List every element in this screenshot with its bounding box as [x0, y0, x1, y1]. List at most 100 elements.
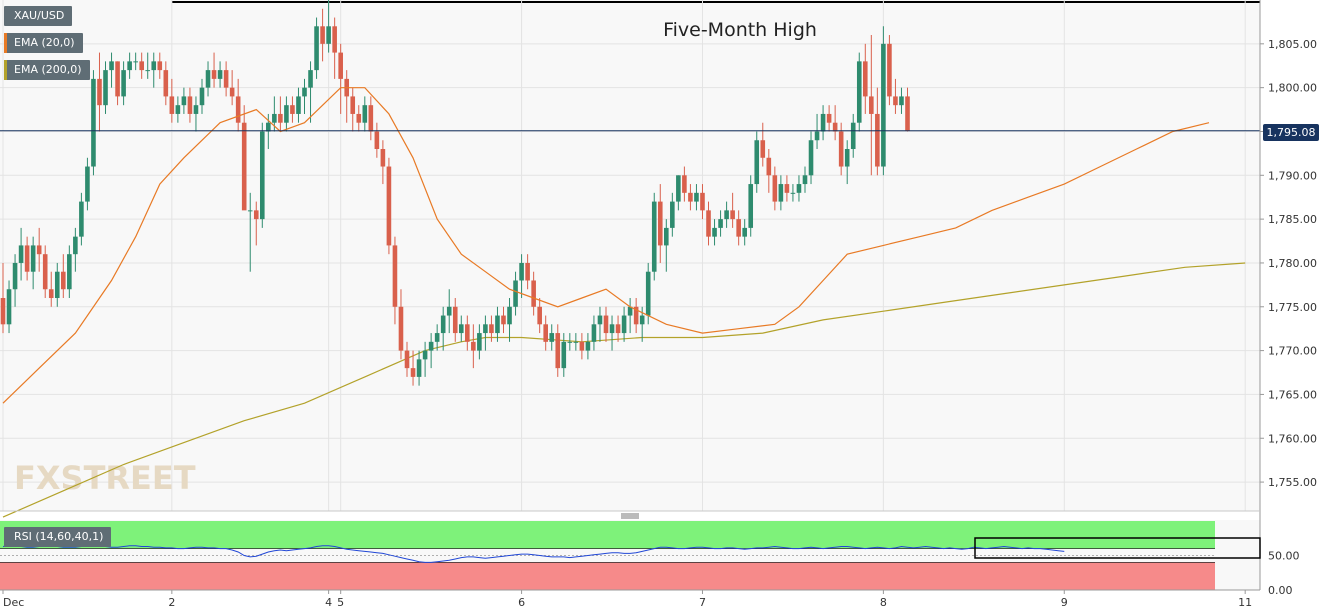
y-tick-label: 1,765.00 [1268, 388, 1317, 401]
candle-body [670, 201, 675, 228]
x-tick-label: 4 [325, 596, 332, 609]
candle-body [875, 113, 880, 167]
candle-body [452, 306, 458, 334]
rsi-pane: 50.00 0.00 [0, 521, 1300, 597]
candle-body [320, 26, 325, 44]
candle-body [362, 105, 368, 123]
candle-body [410, 368, 416, 377]
candle-body [109, 61, 114, 71]
candle-body [603, 315, 609, 334]
rsi-label: RSI (14,60,40,1) [14, 530, 104, 543]
candle-body [790, 192, 796, 194]
candle-body [386, 166, 392, 246]
y-axis-ticks: 1,805.001,800.001,795.001,790.001,785.00… [1260, 38, 1317, 489]
candle-body [796, 184, 802, 193]
candle-body [651, 201, 657, 272]
candle-body [85, 166, 90, 202]
candle-body [495, 315, 500, 334]
candle-body [79, 201, 84, 237]
candle-body [157, 61, 163, 71]
candle-body [838, 131, 844, 167]
candle-body [814, 131, 820, 141]
candle-body [525, 262, 530, 281]
candle-body [302, 87, 307, 97]
candle-body [404, 350, 410, 369]
candle-body [712, 227, 717, 237]
watermark: FXSTREET [14, 459, 196, 497]
candle-body [259, 131, 265, 220]
candle-body [724, 210, 729, 220]
candle-body [657, 201, 663, 246]
candle-body [284, 105, 289, 123]
candle-body [48, 289, 54, 299]
candle-body [881, 43, 886, 167]
candle-body [579, 341, 585, 351]
candle-body [639, 315, 645, 325]
candle-body [0, 298, 6, 325]
rsi-legend[interactable]: RSI (14,60,40,1) [4, 527, 112, 547]
symbol-legend[interactable]: XAU/USD [4, 6, 73, 26]
candle-body [440, 315, 446, 334]
y-tick-label: 1,770.00 [1268, 345, 1317, 358]
ema20-line [2, 87, 1210, 404]
candle-body [471, 341, 476, 351]
candle-body [187, 96, 193, 114]
candle-body [682, 175, 687, 193]
x-tick-label: 7 [699, 596, 706, 609]
candle-body [820, 113, 826, 132]
candle-body [398, 306, 404, 351]
candle-body [18, 245, 24, 263]
candle-body [802, 175, 808, 185]
candle-body [537, 306, 542, 325]
candle-body [808, 140, 814, 176]
candle-body [706, 210, 711, 237]
candle-body [290, 105, 295, 114]
ema20-legend[interactable]: EMA (20,0) [4, 33, 83, 53]
candle-body [380, 149, 386, 167]
candle-body [133, 61, 138, 63]
candle-body [561, 341, 567, 369]
candle-body [374, 131, 380, 150]
rsi-overbought-zone [0, 521, 1215, 549]
candle-body [356, 113, 362, 123]
y-tick-label: 1,775.00 [1268, 301, 1317, 314]
chart-title: Five-Month High [663, 19, 817, 41]
candle-body [664, 227, 669, 246]
candle-body [308, 70, 313, 88]
candle-body [489, 324, 494, 334]
candle-body [615, 324, 621, 334]
ema20-series [2, 87, 1210, 404]
candle-body [332, 26, 337, 53]
candle-body [151, 61, 157, 71]
candle-body [446, 306, 452, 316]
candle-body [826, 113, 832, 123]
candle-body [543, 324, 548, 342]
candle-body [217, 70, 223, 79]
candle-body [477, 333, 482, 351]
candle-body [694, 192, 699, 202]
candle-body [507, 306, 512, 325]
candle-body [42, 254, 48, 290]
y-tick-label: 1,800.00 [1268, 82, 1317, 95]
y-tick-label: 1,785.00 [1268, 213, 1317, 226]
candle-body [103, 70, 108, 106]
candle-body [241, 122, 247, 211]
ema20-label: EMA (20,0) [14, 36, 75, 49]
candle-body [513, 280, 518, 307]
x-tick-label: 8 [880, 596, 887, 609]
pane-resize-handle[interactable] [621, 513, 639, 519]
ema200-legend[interactable]: EMA (200,0) [4, 60, 90, 80]
candle-body [326, 26, 331, 44]
candle-body [688, 192, 693, 202]
rsi-line [2, 544, 1065, 563]
y-tick-label: 1,790.00 [1268, 169, 1317, 182]
main-plot-background [0, 0, 1260, 511]
candle-body [6, 289, 12, 325]
candle-body [12, 262, 18, 290]
candle-body [676, 175, 681, 202]
candle-body [97, 78, 102, 106]
x-axis-ticks: Dec 2 4 5 6 7 8 9 11 [2, 590, 1252, 609]
candle-body [145, 70, 151, 72]
